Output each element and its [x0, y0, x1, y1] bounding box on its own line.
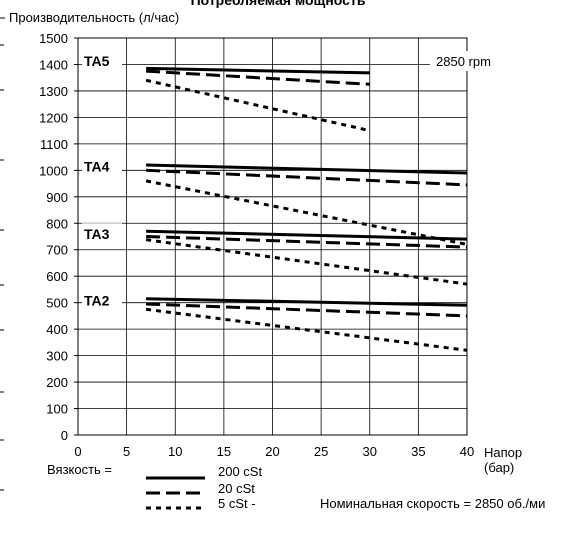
legend-prefix: Вязкость = [47, 462, 112, 477]
series-ta2-5cst [145, 307, 468, 352]
x-tick-label-0: 0 [74, 444, 81, 459]
x-tick-label-6: 30 [363, 444, 377, 459]
x-tick-label-1: 5 [123, 444, 130, 459]
series-ta5-200cst [146, 66, 370, 75]
series-ta4-20cst [146, 168, 468, 187]
series-ta4-200cst [146, 163, 468, 175]
y-tick-labels: 0 100 200 300 400 500 600 700 800 900 1000 1100 1200… [39, 31, 78, 443]
x-tick-label-4: 20 [265, 444, 279, 459]
left-edge-ticks [0, 44, 4, 491]
y-tick-label-12: 1200 [39, 110, 68, 125]
series-ta3-200cst [146, 229, 468, 241]
pump-label-ta5: TA5 [84, 53, 110, 69]
rpm-label-background [430, 51, 508, 71]
y-tick-label-3: 300 [46, 349, 68, 364]
y-tick-label-6: 600 [46, 269, 68, 284]
y-tick-label-14: 1400 [39, 57, 68, 72]
series-ta2-20cst [146, 302, 468, 318]
x-tick-label-3: 15 [217, 444, 231, 459]
y-tick-label-0: 0 [61, 428, 68, 443]
series-lines [145, 66, 468, 352]
pump-label-ta2: TA2 [84, 292, 110, 308]
series-ta3-5cst [145, 238, 468, 286]
y-tick-label-11: 1100 [40, 137, 68, 152]
y-tick-label-13: 1300 [39, 84, 68, 99]
pump-label-bg-1 [82, 155, 122, 176]
y-tick-label-1: 100 [46, 402, 68, 417]
x-axis-unit: (бар) [484, 460, 514, 475]
series-ta5-20cst [146, 69, 370, 86]
x-tick-label-5: 25 [314, 444, 328, 459]
rpm-label: 2850 rpm [436, 54, 491, 69]
series-ta4-5cst [145, 179, 468, 246]
y-tick-label-15: 1500 [39, 31, 68, 46]
x-tick-label-8: 40 [460, 444, 474, 459]
legend-label-200: 200 cSt [218, 464, 262, 479]
x-tick-label-2: 10 [168, 444, 182, 459]
legend-label-20: 20 cSt [218, 481, 255, 496]
pump-labels: TA5 TA4 TA3 TA2 [82, 49, 122, 310]
y-tick-label-5: 500 [46, 296, 68, 311]
pump-label-bg-2 [82, 223, 122, 244]
plot-frame [77, 37, 468, 436]
grid [77, 37, 468, 436]
pump-label-bg-3 [82, 289, 122, 310]
x-tick-labels: 0 5 10 15 20 25 30 35 40 [74, 444, 474, 459]
pump-label-ta4: TA4 [84, 159, 110, 175]
y-axis-label: Производительность (л/час) [9, 10, 179, 25]
y-tick-label-8: 800 [46, 216, 68, 231]
y-tick-label-2: 200 [46, 375, 68, 390]
legend-label-5: 5 cSt - [218, 496, 256, 511]
y-tick-label-10: 1000 [39, 163, 68, 178]
y-tick-label-9: 900 [46, 190, 68, 205]
x-tick-label-7: 35 [411, 444, 425, 459]
pump-label-bg-0 [82, 49, 122, 70]
pump-label-ta3: TA3 [84, 226, 110, 242]
series-ta5-5cst [145, 78, 371, 133]
y-tick-label-7: 700 [46, 243, 68, 258]
y-tick-label-4: 400 [46, 322, 68, 337]
nominal-speed-note: Номинальная скорость = 2850 об./ми [320, 496, 545, 511]
series-ta2-200cst [146, 297, 468, 307]
x-axis-label: Напор [484, 445, 522, 460]
series-ta3-20cst [146, 235, 468, 249]
chart-title: Потребляемая мощность [191, 0, 366, 8]
